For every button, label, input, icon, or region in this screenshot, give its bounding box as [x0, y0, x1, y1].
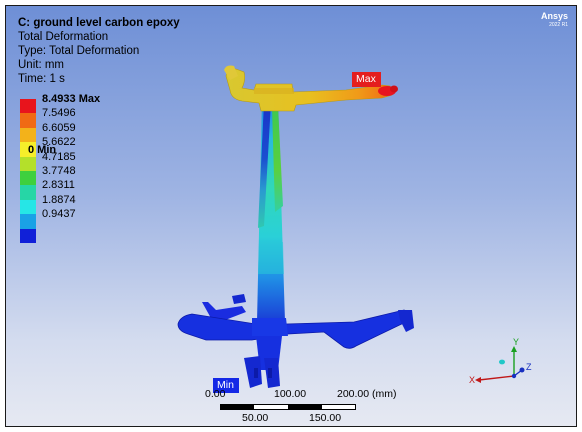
result-unit-line: Unit: mm	[18, 59, 64, 71]
graphics-viewport[interactable]: C: ground level carbon epoxy Total Defor…	[5, 5, 577, 427]
result-type-line: Type: Total Deformation	[18, 45, 140, 57]
legend-swatch	[20, 214, 36, 229]
legend-value: 4.7185	[42, 150, 76, 163]
legend-swatch	[20, 113, 36, 128]
legend-value: 8.4933 Max	[42, 93, 101, 105]
legend-swatch-min	[20, 228, 36, 243]
legend-value: 3.7748	[42, 164, 76, 177]
triad-x-label: X	[469, 375, 475, 385]
scale-seg-2	[254, 405, 288, 409]
triad-z-label: Z	[526, 362, 532, 372]
ansys-logo: Ansys 2022 R1	[541, 12, 568, 30]
scale-seg-1	[221, 405, 254, 409]
scale-label-0: 0.00	[205, 388, 226, 400]
result-type-name: Total Deformation	[18, 31, 109, 43]
coordinate-triad[interactable]: Y X Z	[461, 338, 541, 390]
legend-value: 0.9437	[42, 208, 76, 221]
triad-isometric-ball[interactable]	[499, 359, 505, 365]
triad-x-axis	[478, 375, 515, 381]
scale-label-100: 100.00	[274, 388, 307, 400]
scale-label-150: 150.00	[309, 412, 342, 424]
legend-value: 1.8874	[42, 193, 76, 206]
scale-seg-4	[322, 405, 355, 409]
legend-swatch	[20, 142, 36, 157]
legend-value: 6.6059	[42, 121, 76, 134]
min-probe-label[interactable]: Min	[213, 378, 239, 393]
legend-value: 2.8311	[42, 179, 75, 192]
triad-x-arrow	[475, 377, 481, 383]
legend-swatch	[20, 127, 36, 143]
legend-swatch	[20, 99, 36, 114]
legend-value: 7.5496	[42, 107, 76, 120]
vertical-post	[257, 98, 285, 322]
max-probe-label[interactable]: Max	[352, 72, 381, 87]
result-time-line: Time: 1 s	[18, 73, 65, 85]
legend-value: 5.6622	[42, 136, 76, 149]
triad-origin	[511, 373, 517, 379]
top-arm	[224, 65, 398, 112]
legend-min-label: 0 Min	[28, 144, 57, 156]
brand-version: 2022 R1	[549, 22, 568, 28]
scale-label-50: 50.00	[242, 412, 269, 424]
scale-label-200: 200.00 (mm)	[337, 388, 397, 400]
deformed-model[interactable]	[6, 6, 576, 426]
scale-bar-track	[220, 404, 356, 410]
result-title-block: C: ground level carbon epoxy Total Defor…	[18, 16, 180, 86]
triad-y-arrow	[511, 346, 517, 352]
legend-swatch	[20, 185, 36, 200]
legend-swatch	[20, 170, 36, 186]
result-title: C: ground level carbon epoxy	[18, 17, 180, 29]
brand-name: Ansys	[540, 11, 568, 21]
legend-swatch	[20, 199, 36, 215]
triad-z-arrow	[519, 367, 525, 373]
triad-y-label: Y	[513, 338, 519, 347]
legend-swatch	[20, 156, 36, 171]
scale-seg-3	[288, 405, 322, 409]
base-frame	[177, 294, 414, 388]
